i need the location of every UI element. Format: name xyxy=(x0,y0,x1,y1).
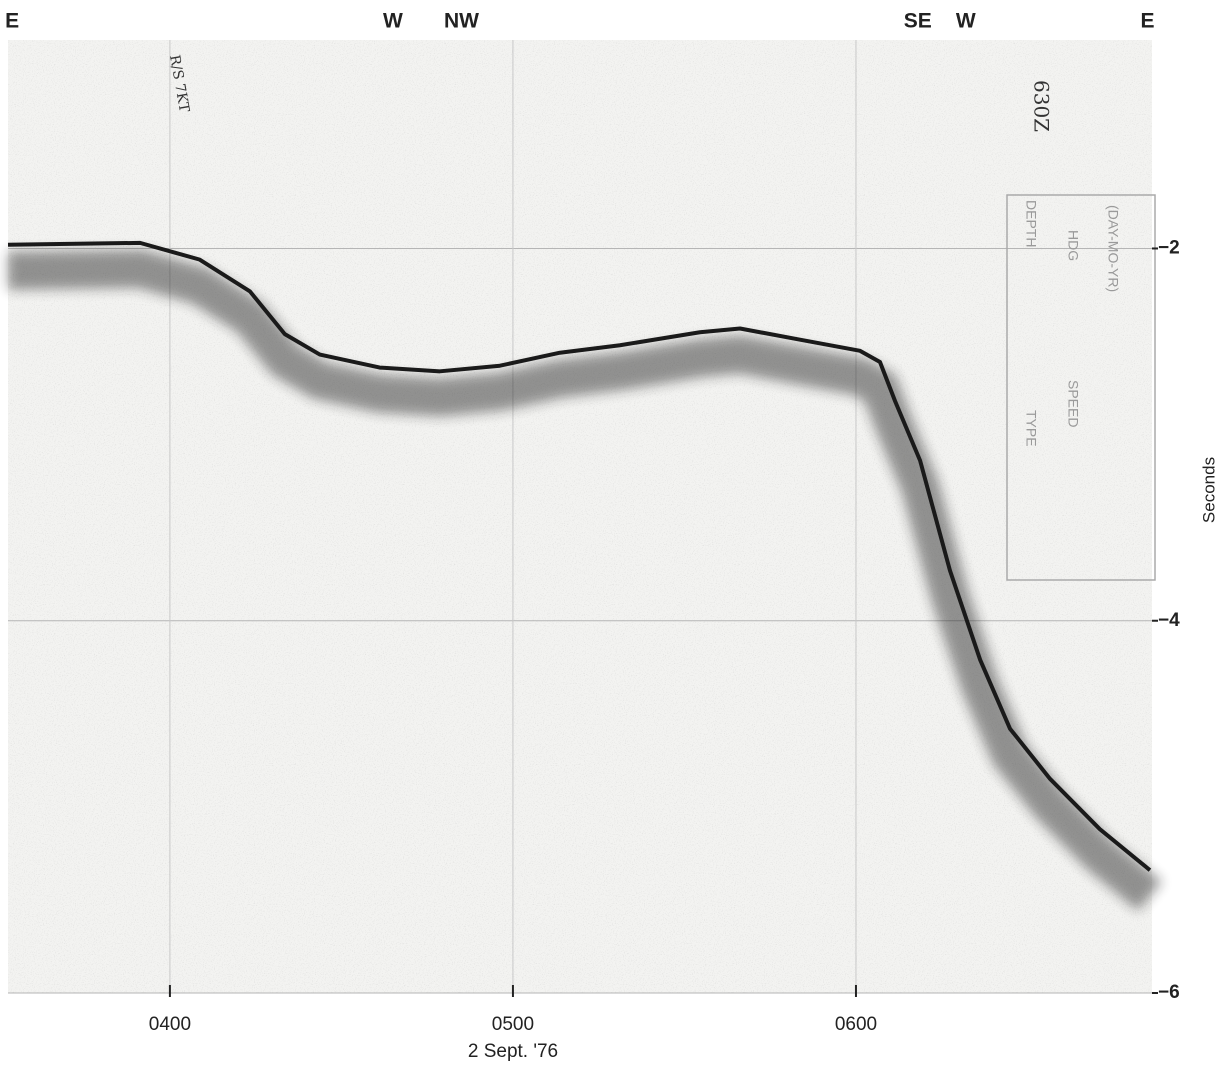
handwritten-note: 630Z xyxy=(1030,80,1054,132)
stamp-label: (DAY-MO-YR) xyxy=(1105,205,1121,292)
heading-label: SE xyxy=(904,10,932,33)
sediment-shadow xyxy=(7,249,1162,911)
stamp-box xyxy=(1006,194,1156,581)
y-tick-label: −6 xyxy=(1158,982,1180,1003)
x-axis-label: 2 Sept. '76 xyxy=(468,1041,558,1062)
stamp-label: DEPTH xyxy=(1023,200,1039,247)
seafloor-line xyxy=(7,240,1152,872)
y-axis-label: Seconds xyxy=(1199,457,1218,523)
heading-label: W xyxy=(383,10,403,33)
heading-label: E xyxy=(1141,10,1155,33)
x-tick-label: 0500 xyxy=(492,1014,534,1035)
heading-label: E xyxy=(5,10,19,33)
x-tick-label: 0400 xyxy=(149,1014,191,1035)
stamp-label: SPEED xyxy=(1065,380,1081,427)
y-tick-label: −4 xyxy=(1158,610,1180,631)
stamp-label: HDG xyxy=(1065,230,1081,261)
record-grain xyxy=(8,40,1152,993)
heading-label: W xyxy=(956,10,976,33)
heading-label: NW xyxy=(444,10,479,33)
stamp-label: TYPE xyxy=(1023,410,1039,447)
y-tick-label: −2 xyxy=(1158,237,1180,258)
x-tick-label: 0600 xyxy=(835,1014,877,1035)
